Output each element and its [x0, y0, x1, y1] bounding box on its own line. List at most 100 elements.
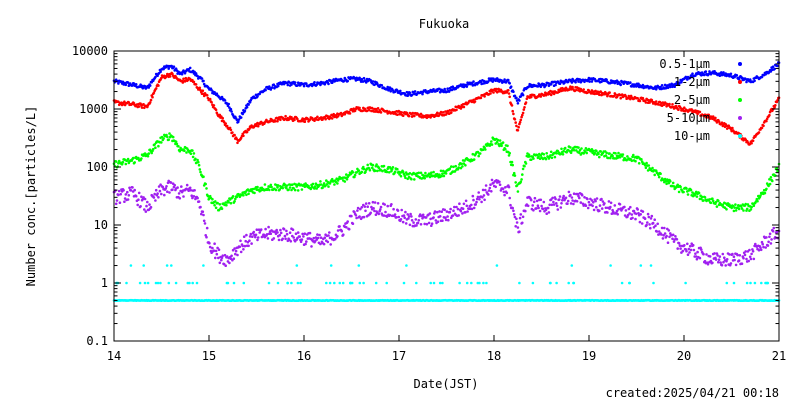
legend-label: 2-5μm	[674, 93, 710, 107]
data-point	[518, 281, 521, 285]
data-point	[677, 190, 681, 194]
data-point	[550, 156, 554, 160]
data-point	[692, 248, 696, 252]
data-point	[669, 85, 672, 89]
data-point	[700, 248, 703, 251]
data-point	[695, 195, 699, 198]
data-point	[232, 257, 236, 261]
data-point	[233, 133, 236, 137]
data-point	[520, 178, 523, 181]
data-point	[415, 224, 418, 227]
data-point	[169, 181, 173, 184]
data-point	[718, 255, 722, 258]
data-point	[588, 80, 591, 83]
data-point	[376, 107, 380, 110]
data-point	[247, 244, 250, 248]
data-point	[663, 232, 667, 235]
data-point	[205, 226, 209, 230]
data-point	[608, 152, 611, 155]
data-point	[242, 281, 246, 285]
data-point	[445, 112, 449, 115]
data-point	[297, 81, 301, 85]
data-point	[659, 172, 662, 176]
data-point	[462, 202, 466, 206]
data-point	[388, 213, 392, 217]
data-point	[188, 66, 192, 70]
data-point	[160, 192, 163, 196]
data-point	[330, 81, 334, 84]
data-point	[189, 152, 193, 155]
data-point	[410, 219, 414, 222]
data-point	[689, 188, 693, 192]
data-point	[521, 215, 525, 219]
data-point	[323, 236, 327, 239]
data-point	[461, 207, 465, 210]
data-point	[644, 101, 648, 104]
data-point	[173, 183, 176, 187]
data-point	[479, 96, 483, 100]
data-point	[148, 203, 151, 206]
data-point	[310, 245, 313, 248]
data-point	[498, 139, 502, 142]
series-2	[112, 132, 781, 213]
data-point	[397, 215, 401, 219]
data-point	[595, 205, 598, 209]
data-point	[614, 93, 617, 96]
data-point	[379, 205, 383, 209]
data-point	[626, 155, 629, 158]
data-point	[761, 242, 764, 246]
data-point	[438, 281, 442, 285]
data-point	[185, 151, 188, 154]
data-point	[685, 187, 688, 190]
data-point	[370, 106, 374, 110]
y-tick-label: 1	[101, 276, 108, 290]
data-point	[533, 196, 537, 200]
data-point	[146, 154, 150, 158]
data-point	[313, 81, 316, 84]
data-point	[327, 82, 330, 86]
data-point	[441, 219, 444, 222]
data-point	[653, 173, 656, 177]
data-point	[686, 242, 689, 246]
data-point	[205, 187, 208, 190]
data-point	[554, 197, 557, 201]
data-point	[408, 223, 412, 227]
data-point	[507, 185, 511, 189]
data-point	[136, 203, 139, 207]
legend-marker	[738, 134, 742, 138]
data-point	[309, 187, 313, 191]
data-point	[526, 204, 530, 208]
data-point	[293, 188, 297, 192]
data-point	[629, 81, 632, 84]
data-point	[753, 79, 756, 83]
data-point	[137, 156, 140, 160]
data-point	[609, 201, 613, 205]
data-point	[235, 195, 239, 199]
data-point	[559, 206, 563, 209]
data-point	[159, 70, 162, 73]
data-point	[358, 76, 361, 80]
data-point	[516, 190, 520, 193]
data-point	[332, 112, 336, 116]
data-point	[350, 214, 353, 218]
data-point	[142, 264, 145, 267]
data-point	[572, 148, 576, 152]
data-point	[705, 253, 708, 256]
data-point	[725, 281, 729, 285]
data-point	[154, 199, 157, 202]
data-point	[613, 204, 617, 207]
data-point	[354, 214, 358, 217]
data-point	[432, 281, 436, 285]
data-point	[665, 182, 668, 186]
data-point	[475, 200, 478, 204]
data-point	[503, 78, 506, 81]
x-tick-label: 16	[297, 349, 311, 363]
data-point	[472, 158, 476, 161]
data-point	[422, 174, 426, 177]
data-point	[544, 157, 548, 161]
data-point	[441, 111, 445, 114]
data-point	[239, 116, 243, 119]
x-tick-label: 20	[677, 349, 691, 363]
data-point	[531, 281, 535, 285]
data-point	[618, 203, 622, 206]
